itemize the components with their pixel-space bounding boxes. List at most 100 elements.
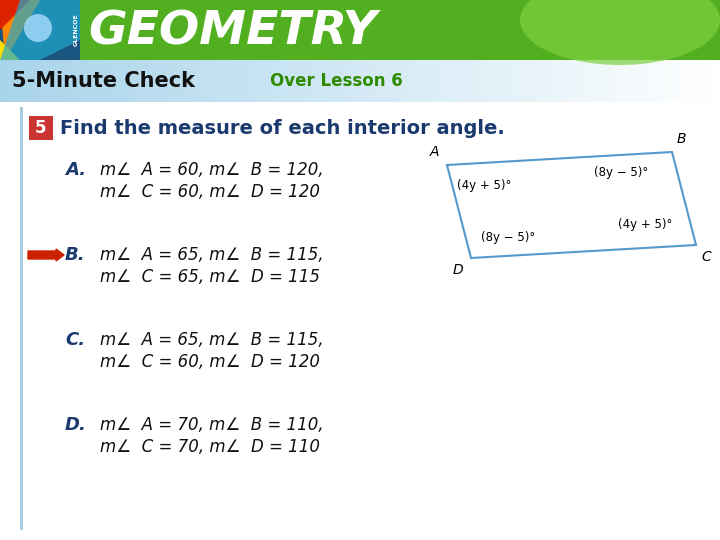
Bar [0, 51, 720, 52]
Bar [518, 60, 526, 102]
Polygon shape [0, 40, 20, 60]
Bar [0, 45, 720, 46]
Bar [490, 60, 498, 102]
Bar [0, 50, 720, 51]
Bar [0, 9, 720, 10]
Bar [0, 40, 720, 41]
Bar [0, 46, 720, 47]
Bar [0, 44, 720, 45]
Bar [0, 14, 720, 15]
Text: (8y − 5)°: (8y − 5)° [594, 166, 648, 179]
Bar [0, 58, 720, 59]
Bar [259, 60, 267, 102]
Bar [216, 60, 224, 102]
Bar [540, 60, 548, 102]
Bar [86, 60, 94, 102]
Bar [20, 107, 23, 530]
Bar [173, 60, 181, 102]
Bar [137, 60, 145, 102]
Bar [569, 60, 577, 102]
Bar [151, 60, 159, 102]
Bar [0, 55, 720, 56]
Bar [338, 60, 346, 102]
Bar [0, 15, 720, 16]
Bar [0, 13, 720, 14]
Bar [72, 60, 80, 102]
Bar [634, 60, 642, 102]
Bar [0, 19, 720, 20]
Bar [605, 60, 613, 102]
Bar [482, 60, 490, 102]
Bar [0, 47, 720, 48]
Bar [58, 60, 66, 102]
Bar [0, 3, 720, 4]
Bar [0, 32, 720, 33]
Bar [446, 60, 454, 102]
Bar [0, 0, 720, 60]
Bar [0, 16, 720, 17]
Bar [648, 60, 656, 102]
Text: m∠  C = 65, m∠  D = 115: m∠ C = 65, m∠ D = 115 [100, 268, 320, 286]
Bar [0, 29, 720, 30]
Bar [180, 60, 188, 102]
Text: m∠  C = 60, m∠  D = 120: m∠ C = 60, m∠ D = 120 [100, 353, 320, 371]
Bar [194, 60, 202, 102]
Bar [94, 60, 102, 102]
Bar [0, 31, 720, 32]
Bar [533, 60, 541, 102]
Bar [108, 60, 116, 102]
Ellipse shape [24, 14, 52, 42]
Bar [238, 60, 246, 102]
Bar [0, 38, 720, 39]
Bar [317, 60, 325, 102]
Bar [0, 43, 720, 44]
Bar [158, 60, 166, 102]
Bar [454, 60, 462, 102]
Bar [0, 17, 720, 18]
Bar [130, 60, 138, 102]
Bar [346, 60, 354, 102]
Bar [0, 53, 720, 54]
Bar [497, 60, 505, 102]
Bar [0, 23, 720, 24]
Bar [0, 0, 720, 1]
Bar [266, 60, 274, 102]
Bar [295, 60, 303, 102]
Bar [619, 60, 627, 102]
Bar [29, 60, 37, 102]
Bar [0, 24, 720, 25]
Bar [0, 37, 720, 38]
Bar [374, 60, 382, 102]
Bar [691, 60, 699, 102]
Bar [202, 60, 210, 102]
Bar [288, 60, 296, 102]
Bar [79, 60, 87, 102]
Bar [684, 60, 692, 102]
Text: B: B [677, 132, 686, 146]
Bar [43, 60, 51, 102]
Bar [0, 54, 720, 55]
Bar [101, 60, 109, 102]
Bar [0, 60, 8, 102]
Bar [0, 52, 720, 53]
Bar [0, 4, 720, 5]
Bar [144, 60, 152, 102]
Polygon shape [447, 152, 696, 258]
Bar [50, 60, 58, 102]
Bar [389, 60, 397, 102]
Text: A: A [430, 145, 439, 159]
Bar [0, 48, 720, 49]
Bar [698, 60, 706, 102]
FancyBboxPatch shape [29, 116, 53, 140]
Bar [0, 39, 720, 40]
Bar [0, 20, 720, 21]
Bar [0, 27, 720, 28]
Bar [526, 60, 534, 102]
Text: Find the measure of each interior angle.: Find the measure of each interior angle. [60, 118, 505, 138]
Bar [302, 60, 310, 102]
Bar [122, 60, 130, 102]
Bar [562, 60, 570, 102]
Bar [245, 60, 253, 102]
Bar [403, 60, 411, 102]
Bar [209, 60, 217, 102]
